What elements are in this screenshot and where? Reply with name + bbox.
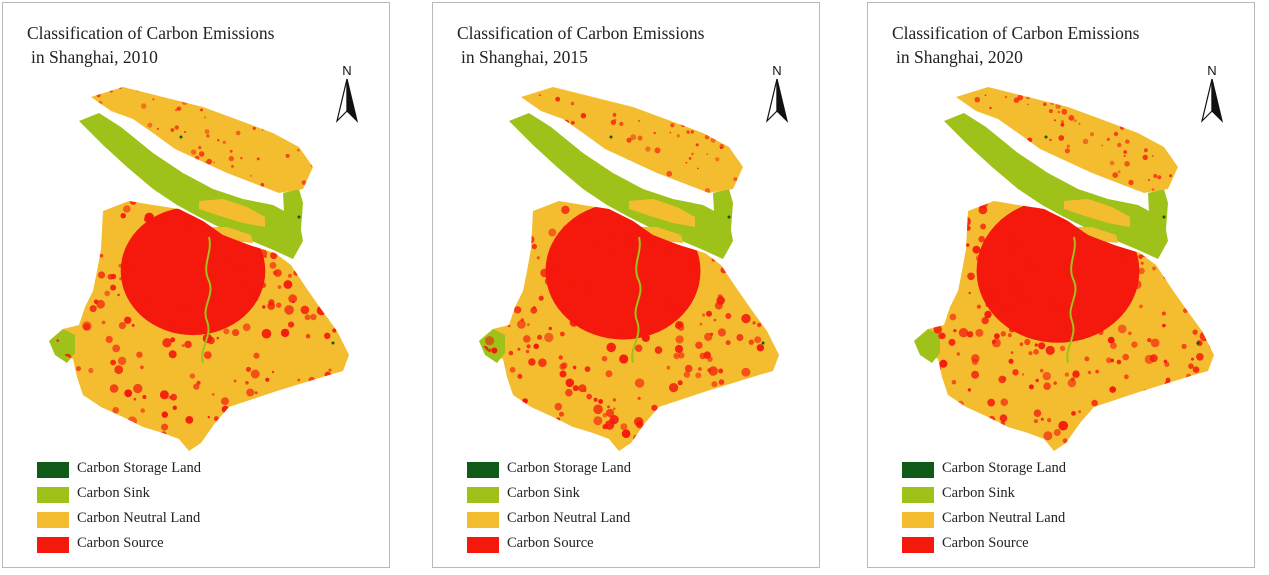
shanghai-map bbox=[49, 87, 349, 451]
carbon-source-core bbox=[120, 206, 266, 336]
shanghai-map bbox=[479, 87, 779, 451]
legend-swatch bbox=[37, 537, 69, 553]
legend-swatch bbox=[37, 512, 69, 528]
legend-swatch bbox=[467, 537, 499, 553]
legend-swatch bbox=[902, 537, 934, 553]
carbon-sink-area bbox=[1148, 189, 1168, 241]
legend-swatch bbox=[902, 487, 934, 503]
chongming-island bbox=[91, 87, 313, 193]
carbon-sink-west bbox=[479, 329, 505, 363]
title-line-1: Classification of Carbon Emissions bbox=[892, 23, 1140, 43]
legend-label: Carbon Sink bbox=[942, 485, 1015, 501]
carbon-storage-speck bbox=[727, 215, 731, 219]
north-label: N bbox=[342, 63, 351, 78]
chongming-island bbox=[956, 87, 1178, 193]
title-line-2: in Shanghai, 2015 bbox=[461, 47, 588, 67]
carbon-sink-west bbox=[914, 329, 940, 363]
small-island bbox=[1064, 199, 1130, 227]
chongming-island bbox=[521, 87, 743, 193]
small-island bbox=[1072, 227, 1118, 243]
huangpu-river bbox=[631, 236, 642, 364]
legend-label: Carbon Neutral Land bbox=[942, 510, 1066, 526]
shanghai-map bbox=[914, 87, 1214, 451]
legend-label: Carbon Storage Land bbox=[942, 460, 1067, 476]
map-title: Classification of Carbon Emissions in Sh… bbox=[457, 21, 787, 69]
carbon-storage-speck bbox=[1162, 215, 1166, 219]
small-island bbox=[199, 199, 265, 227]
map-panel-2010: Classification of Carbon Emissions in Sh… bbox=[2, 2, 390, 568]
small-island bbox=[637, 227, 683, 243]
small-island bbox=[629, 199, 695, 227]
legend-label: Carbon Storage Land bbox=[77, 460, 202, 476]
legend-label: Carbon Neutral Land bbox=[507, 510, 631, 526]
north-arrow-icon: N bbox=[1200, 63, 1224, 123]
title-line-1: Classification of Carbon Emissions bbox=[27, 23, 275, 43]
title-line-1: Classification of Carbon Emissions bbox=[457, 23, 705, 43]
carbon-storage-speck bbox=[609, 135, 613, 139]
legend-swatch bbox=[467, 462, 499, 478]
legend-label: Carbon Source bbox=[507, 535, 594, 551]
map-title: Classification of Carbon Emissions in Sh… bbox=[892, 21, 1222, 69]
legend-swatch bbox=[37, 487, 69, 503]
north-label: N bbox=[1207, 63, 1216, 78]
title-line-2: in Shanghai, 2020 bbox=[896, 47, 1023, 67]
carbon-storage-speck bbox=[179, 135, 183, 139]
carbon-sink-area bbox=[283, 189, 303, 241]
legend-label: Carbon Sink bbox=[507, 485, 580, 501]
huangpu-river bbox=[1066, 236, 1077, 364]
carbon-storage-speck bbox=[1044, 135, 1048, 139]
map-title: Classification of Carbon Emissions in Sh… bbox=[27, 21, 357, 69]
legend-label: Carbon Neutral Land bbox=[77, 510, 201, 526]
carbon-storage-speck bbox=[1196, 341, 1200, 345]
legend-swatch bbox=[467, 487, 499, 503]
legend-label: Carbon Sink bbox=[77, 485, 150, 501]
legend-swatch bbox=[902, 512, 934, 528]
legend-label: Carbon Source bbox=[942, 535, 1029, 551]
legend-swatch bbox=[902, 462, 934, 478]
title-line-2: in Shanghai, 2010 bbox=[31, 47, 158, 67]
small-island bbox=[207, 227, 253, 243]
legend-swatch bbox=[467, 512, 499, 528]
huangpu-river bbox=[201, 236, 212, 364]
north-label: N bbox=[772, 63, 781, 78]
carbon-sink-area bbox=[713, 189, 733, 241]
carbon-storage-speck bbox=[761, 341, 765, 345]
legend-swatch bbox=[37, 462, 69, 478]
carbon-storage-speck bbox=[297, 215, 301, 219]
map-panel-2020: Classification of Carbon Emissions in Sh… bbox=[867, 2, 1255, 568]
map-panel-2015: Classification of Carbon Emissions in Sh… bbox=[432, 2, 820, 568]
legend-label: Carbon Source bbox=[77, 535, 164, 551]
north-arrow-icon: N bbox=[765, 63, 789, 123]
north-arrow-icon: N bbox=[335, 63, 359, 123]
carbon-storage-speck bbox=[331, 341, 335, 345]
legend-label: Carbon Storage Land bbox=[507, 460, 632, 476]
